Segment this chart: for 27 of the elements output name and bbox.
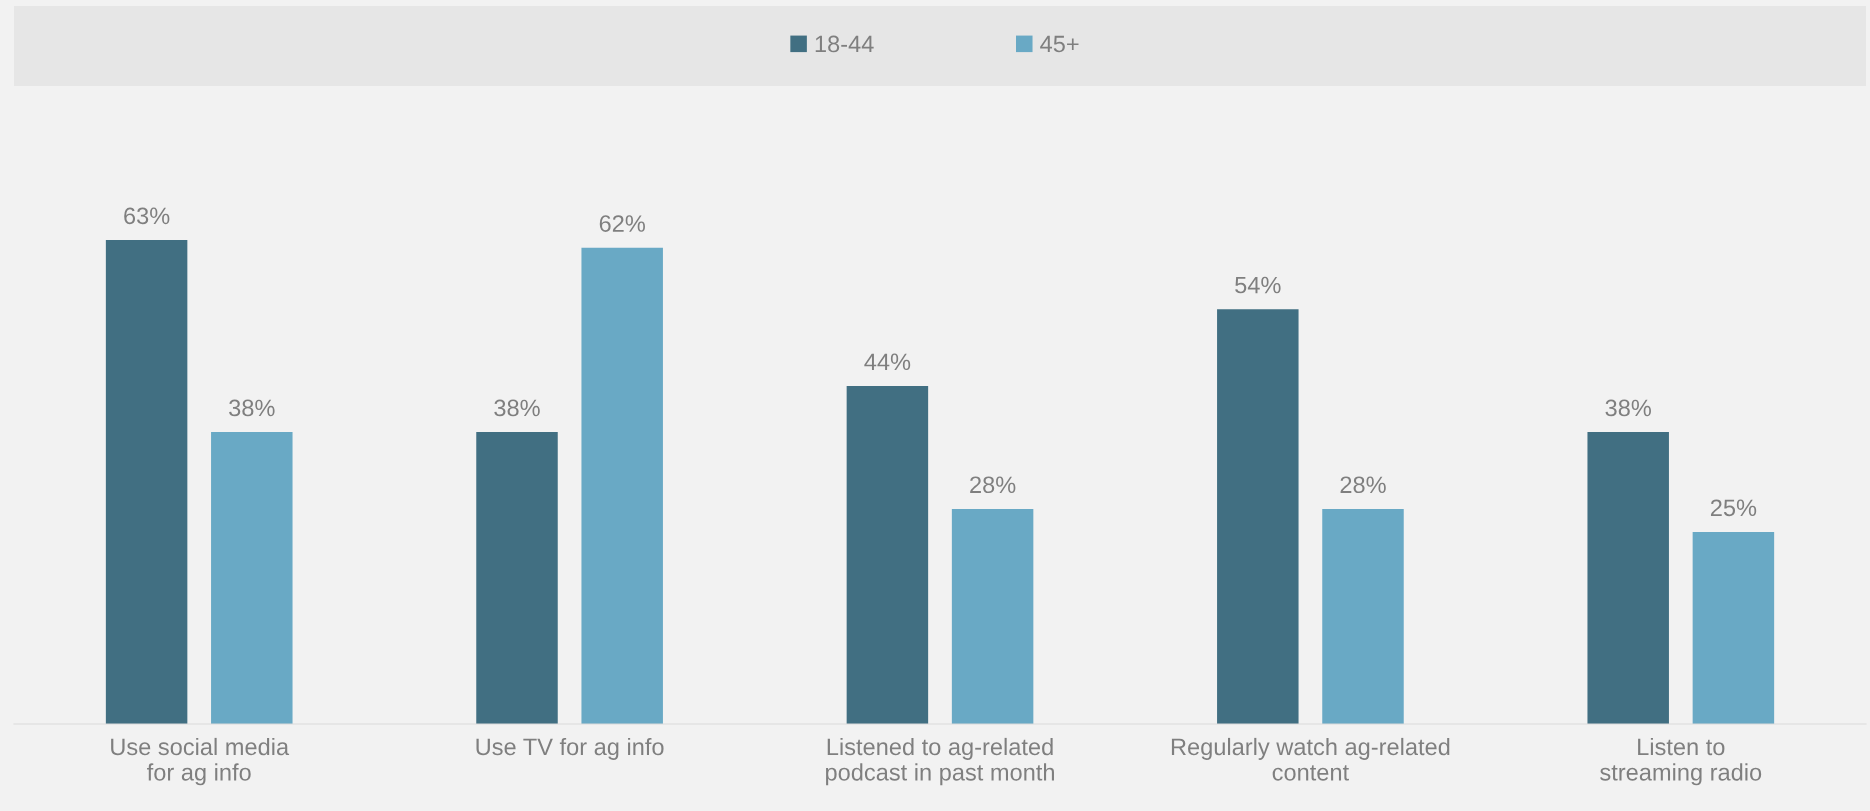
data-label: 63% — [124, 207, 170, 225]
legend-label: 45+ — [1040, 35, 1079, 53]
bar — [846, 385, 929, 724]
bar — [476, 432, 558, 724]
data-label: 28% — [1340, 476, 1386, 494]
x-tick-label: Listen to streaming radio — [1600, 737, 1762, 786]
bar — [951, 508, 1034, 724]
data-label: 28% — [970, 476, 1016, 494]
data-label: 44% — [864, 353, 911, 371]
data-label: 62% — [599, 215, 645, 232]
x-tick-label: Regularly watch ag-related content — [1171, 737, 1450, 781]
data-label: 25% — [1710, 499, 1757, 517]
data-label: 54% — [1235, 276, 1281, 294]
bar — [581, 247, 663, 724]
data-label: 38% — [494, 399, 540, 417]
bar — [1587, 432, 1669, 724]
bar — [1322, 508, 1404, 724]
bar — [105, 240, 188, 724]
legend-label: 18-44 — [815, 35, 874, 53]
x-tick-label: Listened to ag-related podcast in past month — [826, 737, 1054, 786]
x-tick-label: Use social media for ag info — [111, 737, 290, 786]
bar — [1217, 309, 1299, 724]
x-tick-label: Use TV for ag info — [476, 737, 664, 760]
bar — [1692, 531, 1775, 724]
data-label: 38% — [1605, 399, 1651, 417]
data-label: 38% — [229, 399, 275, 417]
bar — [211, 432, 293, 724]
